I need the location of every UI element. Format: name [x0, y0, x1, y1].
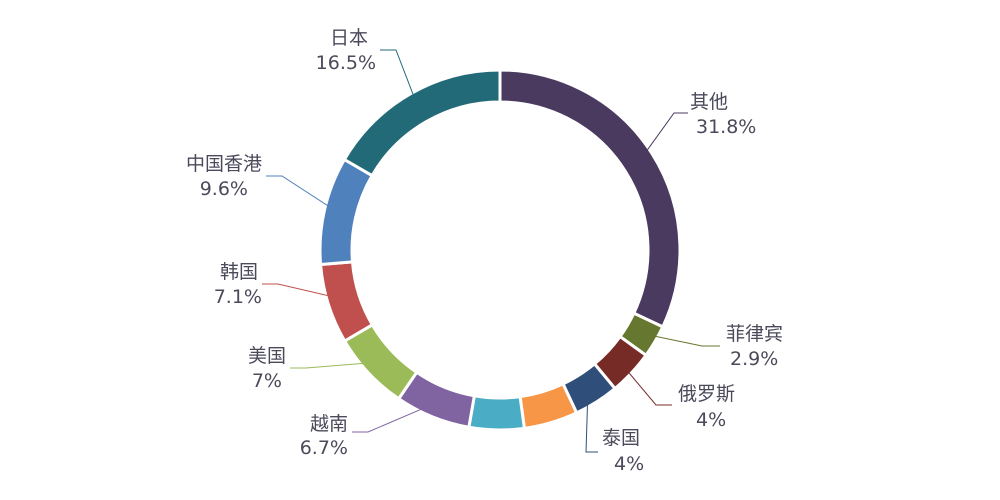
slice-value-6: 6.7% [300, 437, 348, 459]
slice-name-2: 俄罗斯 [678, 383, 735, 405]
slice-value-1: 2.9% [730, 348, 778, 370]
slice-value-2: 4% [696, 409, 726, 431]
slice-value-3: 4% [614, 453, 644, 475]
slice-value-8: 7.1% [214, 286, 262, 308]
slice-value-7: 7% [252, 370, 282, 392]
leader-line-7 [290, 361, 381, 369]
donut-slice-0 [498, 68, 682, 329]
leader-line-0 [638, 112, 688, 163]
leader-line-1 [641, 332, 720, 347]
leader-line-9 [266, 175, 341, 215]
donut-slice-5 [467, 394, 527, 432]
slice-labels: 其他 31.8% 菲律宾 2.9% 俄罗斯 4% 泰国 4% 越南 6.7% 美… [186, 27, 783, 475]
leader-line-6 [352, 401, 439, 433]
slice-name-7: 美国 [248, 345, 286, 367]
donut-slice-10 [342, 68, 502, 178]
slice-value-9: 9.6% [200, 178, 248, 200]
leader-line-8 [262, 283, 344, 300]
leader-line-10 [380, 49, 419, 109]
slices [318, 68, 682, 432]
slice-name-8: 韩国 [220, 261, 258, 283]
leader-lines [262, 49, 720, 453]
slice-value-0: 31.8% [696, 116, 756, 138]
slice-name-6: 越南 [310, 413, 348, 435]
slice-name-3: 泰国 [602, 427, 640, 449]
leader-line-2 [619, 361, 672, 406]
donut-slice-9 [318, 157, 375, 267]
leader-line-3 [585, 388, 598, 453]
slice-name-0: 其他 [690, 91, 728, 113]
slice-name-10: 日本 [330, 27, 368, 49]
slice-name-9: 中国香港 [186, 153, 262, 175]
donut-slice-8 [318, 260, 375, 344]
slice-name-1: 菲律宾 [726, 323, 783, 345]
slice-value-10: 16.5% [316, 52, 376, 74]
